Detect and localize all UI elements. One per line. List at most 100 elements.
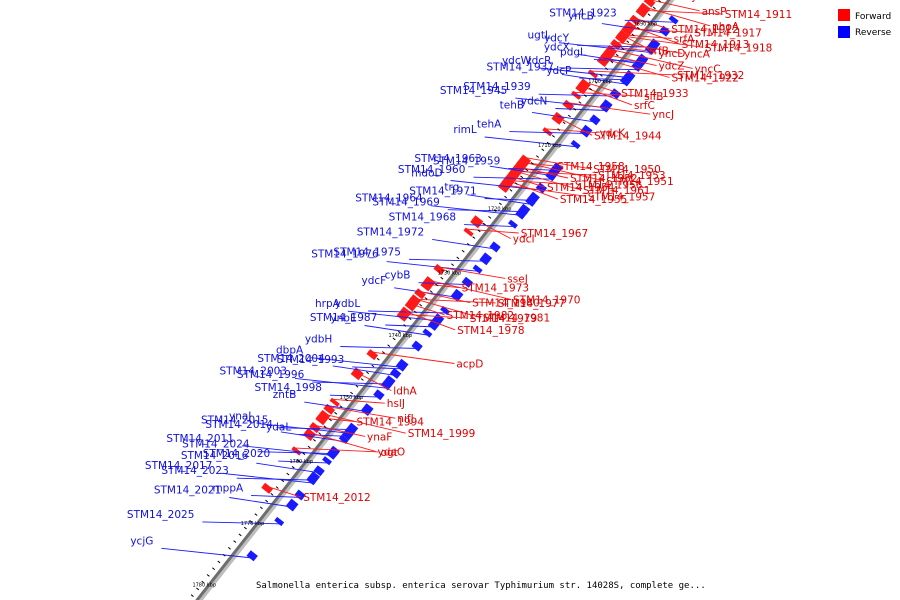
- reverse-gene-label-stm14-1971: STM14_1971: [409, 186, 476, 198]
- reverse-gene-leader: [509, 131, 590, 135]
- forward-gene-leader: [472, 218, 512, 239]
- forward-gene-label-stm14-1954: STM14_1954: [547, 182, 615, 194]
- reverse-gene-feature-ydcf: [450, 288, 464, 302]
- reverse-gene-feature-stm14-1975: [479, 252, 493, 266]
- reverse-gene-leader: [241, 445, 336, 457]
- reverse-gene-leader: [311, 357, 406, 369]
- reverse-gene-leader: [256, 462, 323, 474]
- minor-tick: [620, 47, 625, 50]
- reverse-gene-feature-ydal: [341, 427, 355, 441]
- forward-gene-leader: [316, 417, 355, 422]
- forward-gene-label-nifj: nifJ: [397, 413, 413, 425]
- reverse-gene-leader: [577, 53, 644, 65]
- forward-gene-label-stm14-1955: STM14_1955: [560, 194, 627, 206]
- minor-tick: [535, 155, 540, 158]
- reverse-gene-label-stm14-1976: STM14_1976: [311, 249, 379, 261]
- reverse-gene-feature-riml: [570, 139, 581, 150]
- forward-gene-label-ansp: ansP: [702, 6, 727, 18]
- reverse-gene-label-cybb: cybB: [385, 270, 411, 282]
- forward-gene-leader: [510, 170, 597, 176]
- forward-gene-label-ydde: yddE: [691, 0, 717, 3]
- reverse-gene-label-stm14-2023: STM14_2023: [161, 465, 228, 477]
- reverse-gene-leader: [484, 136, 579, 148]
- reverse-gene-label-stm14-2020: STM14_2020: [203, 448, 270, 460]
- reverse-gene-label-stm14-2025: STM14_2025: [127, 509, 194, 521]
- minor-tick: [403, 324, 407, 327]
- forward-gene-leader: [580, 80, 620, 94]
- minor-tick: [445, 270, 449, 273]
- minor-tick: [270, 493, 274, 496]
- forward-gene-leader: [510, 169, 582, 191]
- reverse-gene-feature-stm14-2004: [389, 367, 402, 379]
- minor-tick: [323, 425, 327, 429]
- forward-gene-label-stm14-1957: STM14_1957: [588, 191, 655, 203]
- reverse-gene-leader: [508, 167, 561, 171]
- forward-gene-label-stm14-1956: STM14_1956: [575, 179, 643, 191]
- minor-tick: [371, 364, 375, 368]
- forward-gene-label-acpd: acpD: [456, 359, 483, 371]
- minor-tick: [243, 526, 247, 530]
- forward-gene-label-stm14-1913: STM14_1913: [682, 39, 749, 51]
- reverse-gene-label-stm14-2017: STM14_2017: [145, 460, 212, 472]
- forward-gene-leader: [406, 302, 445, 316]
- forward-gene-leader: [543, 128, 598, 134]
- forward-gene-leader: [397, 313, 468, 319]
- forward-gene-leader: [435, 265, 506, 279]
- forward-gene-label-stm14-1953: STM14_1953: [598, 170, 665, 182]
- reverse-gene-leader: [473, 176, 554, 180]
- forward-gene-label-stm14-1979: STM14_1979: [470, 313, 537, 325]
- forward-gene-label-stm14-1933: STM14_1933: [621, 88, 688, 100]
- minor-tick: [312, 439, 316, 442]
- forward-gene-label-ynaf: ynaF: [367, 431, 392, 443]
- forward-gene-leader: [602, 53, 657, 67]
- forward-gene-leader: [310, 423, 366, 437]
- forward-gene-label-ynca: yncA: [684, 48, 711, 60]
- forward-gene-feature-stm14-1958: [516, 160, 527, 170]
- minor-tick: [291, 465, 295, 469]
- forward-gene-label-stm14-1967: STM14_1967: [521, 228, 588, 240]
- minor-tick: [610, 60, 614, 64]
- minor-tick: [206, 574, 210, 577]
- forward-gene-label-stm14-1917: STM14_1917: [694, 27, 761, 39]
- forward-gene-leader: [503, 178, 559, 200]
- forward-gene-label-stm14-1981: STM14_1981: [483, 313, 550, 325]
- minor-tick: [190, 594, 194, 597]
- kbp-tick-label: 1710 kbp: [538, 143, 562, 149]
- reverse-gene-feature-stm14-1976: [472, 264, 483, 274]
- minor-tick: [233, 540, 237, 543]
- minor-tick: [626, 40, 630, 43]
- forward-gene-label-stm14-1932: STM14_1932: [677, 70, 744, 82]
- minor-tick: [360, 378, 364, 381]
- reverse-gene-label-riml: rimL: [453, 124, 476, 136]
- forward-gene-label-stm14-1994: STM14_1994: [357, 417, 425, 429]
- forward-gene-label-stm14-1950: STM14_1950: [593, 164, 660, 176]
- minor-tick: [424, 297, 428, 300]
- forward-gene-label-stm14-1911: STM14_1911: [725, 9, 792, 21]
- reverse-gene-leader: [467, 194, 534, 206]
- reverse-gene-leader: [364, 325, 431, 336]
- reverse-gene-feature-tehb: [589, 114, 601, 126]
- reverse-gene-label-stm14-1937: STM14_1937: [487, 61, 554, 73]
- minor-tick: [350, 391, 354, 395]
- reverse-gene-label-stm14-2021: STM14_2021: [154, 485, 221, 497]
- forward-gene-label-stm14-1977: STM14_1977: [498, 298, 565, 310]
- forward-gene-label-stm14-1958: STM14_1958: [557, 161, 624, 173]
- minor-tick: [440, 276, 444, 280]
- minor-tick: [259, 506, 263, 510]
- minor-tick: [551, 135, 555, 138]
- forward-gene-leader: [424, 278, 512, 300]
- minor-tick: [461, 249, 465, 253]
- forward-gene-leader: [263, 484, 302, 498]
- minor-tick: [599, 74, 603, 77]
- reverse-gene-label-stm14-1968: STM14_1968: [389, 212, 456, 224]
- reverse-gene-label-ynbe: ynbE: [330, 313, 356, 325]
- legend-forward-swatch: [838, 9, 850, 21]
- reverse-gene-leader: [532, 111, 599, 123]
- reverse-gene-leader: [332, 365, 399, 377]
- reverse-gene-label-stm14-2011: STM14_2011: [166, 433, 233, 445]
- forward-gene-leader: [410, 297, 481, 319]
- reverse-gene-leader: [278, 460, 331, 464]
- reverse-gene-label-stm14-2003: STM14_2003: [220, 365, 287, 377]
- forward-gene-label-sifb: sifB: [644, 91, 663, 103]
- forward-gene-feature-ydck: [542, 127, 553, 137]
